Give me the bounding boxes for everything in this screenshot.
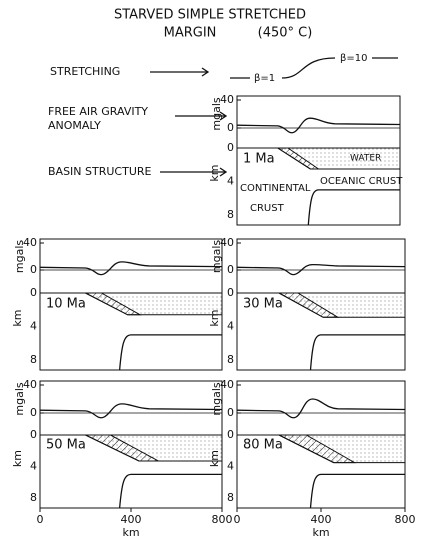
gravity-curve [237, 399, 405, 418]
depth-unit: km [11, 310, 24, 327]
depth-tick-label: 8 [30, 491, 37, 504]
time-label: 50 Ma [46, 438, 86, 453]
arrow [150, 68, 208, 76]
stretching-label: STRETCHING [50, 65, 120, 78]
gravity-unit: mgals [210, 240, 223, 273]
moho [311, 474, 406, 508]
title-temperature: (450° C) [258, 26, 313, 41]
moho [120, 474, 222, 508]
gravity-tick-label: 0 [227, 406, 234, 419]
depth-tick-label: 0 [227, 141, 234, 154]
gravity-unit: mgals [13, 382, 26, 415]
gravity-tick-label: 0 [227, 263, 234, 276]
panel-frame [237, 381, 405, 435]
beta-label: β=10 [340, 53, 368, 64]
depth-tick-label: 8 [227, 208, 234, 221]
figure: STARVED SIMPLE STRETCHED MARGIN (450° C)… [0, 0, 422, 540]
gravity-tick-label: 0 [30, 406, 37, 419]
depth-tick-label: 4 [30, 460, 37, 473]
gravity-curve [237, 265, 405, 275]
time-label: 10 Ma [46, 296, 86, 311]
distance-tick-label: 400 [121, 513, 142, 526]
depth-tick-label: 8 [30, 353, 37, 366]
distance-tick-label: 0 [37, 513, 44, 526]
gravity-curve [40, 262, 222, 275]
depth-tick-label: 0 [30, 428, 37, 441]
depth-unit: km [11, 450, 24, 467]
panel-frame [40, 381, 222, 435]
gravity-unit: mgals [210, 97, 223, 130]
gravity-label: ANOMALY [48, 119, 101, 132]
gravity-unit: mgals [13, 240, 26, 273]
gravity-curve [40, 404, 222, 418]
gravity-curve [237, 118, 400, 133]
continental-label: CRUST [250, 203, 285, 214]
moho [311, 335, 406, 370]
depth-tick-label: 4 [227, 175, 234, 188]
depth-unit: km [208, 310, 221, 327]
gravity-tick-label: 0 [30, 263, 37, 276]
depth-tick-label: 0 [30, 286, 37, 299]
gravity-tick-label: 0 [227, 121, 234, 134]
depth-tick-label: 4 [227, 460, 234, 473]
time-label: 30 Ma [243, 296, 283, 311]
distance-tick-label: 400 [311, 513, 332, 526]
depth-tick-label: 0 [227, 428, 234, 441]
distance-unit: km [312, 526, 329, 539]
oceanic-label: OCEANIC CRUST [320, 176, 403, 187]
gravity-label: FREE AIR GRAVITY [48, 105, 148, 118]
depth-tick-label: 8 [227, 353, 234, 366]
moho [308, 190, 400, 225]
water-label: WATER [350, 154, 381, 164]
continental-label: CONTINENTAL [240, 183, 311, 194]
depth-tick-label: 0 [227, 286, 234, 299]
moho [120, 335, 222, 370]
distance-tick-label: 800 [395, 513, 416, 526]
distance-unit: km [122, 526, 139, 539]
depth-tick-label: 4 [227, 320, 234, 333]
gravity-unit: mgals [210, 382, 223, 415]
basin-label: BASIN STRUCTURE [48, 165, 152, 178]
distance-tick-label: 800 [212, 513, 233, 526]
depth-tick-label: 8 [227, 491, 234, 504]
depth-unit: km [208, 450, 221, 467]
depth-tick-label: 4 [30, 320, 37, 333]
time-label: 80 Ma [243, 438, 283, 453]
title: STARVED SIMPLE STRETCHED [114, 8, 306, 23]
beta-label: β=1 [254, 73, 275, 84]
panel-frame [237, 96, 400, 148]
title: MARGIN [164, 26, 217, 41]
depth-unit: km [208, 165, 221, 182]
time-label: 1 Ma [243, 151, 275, 166]
distance-tick-label: 0 [234, 513, 241, 526]
